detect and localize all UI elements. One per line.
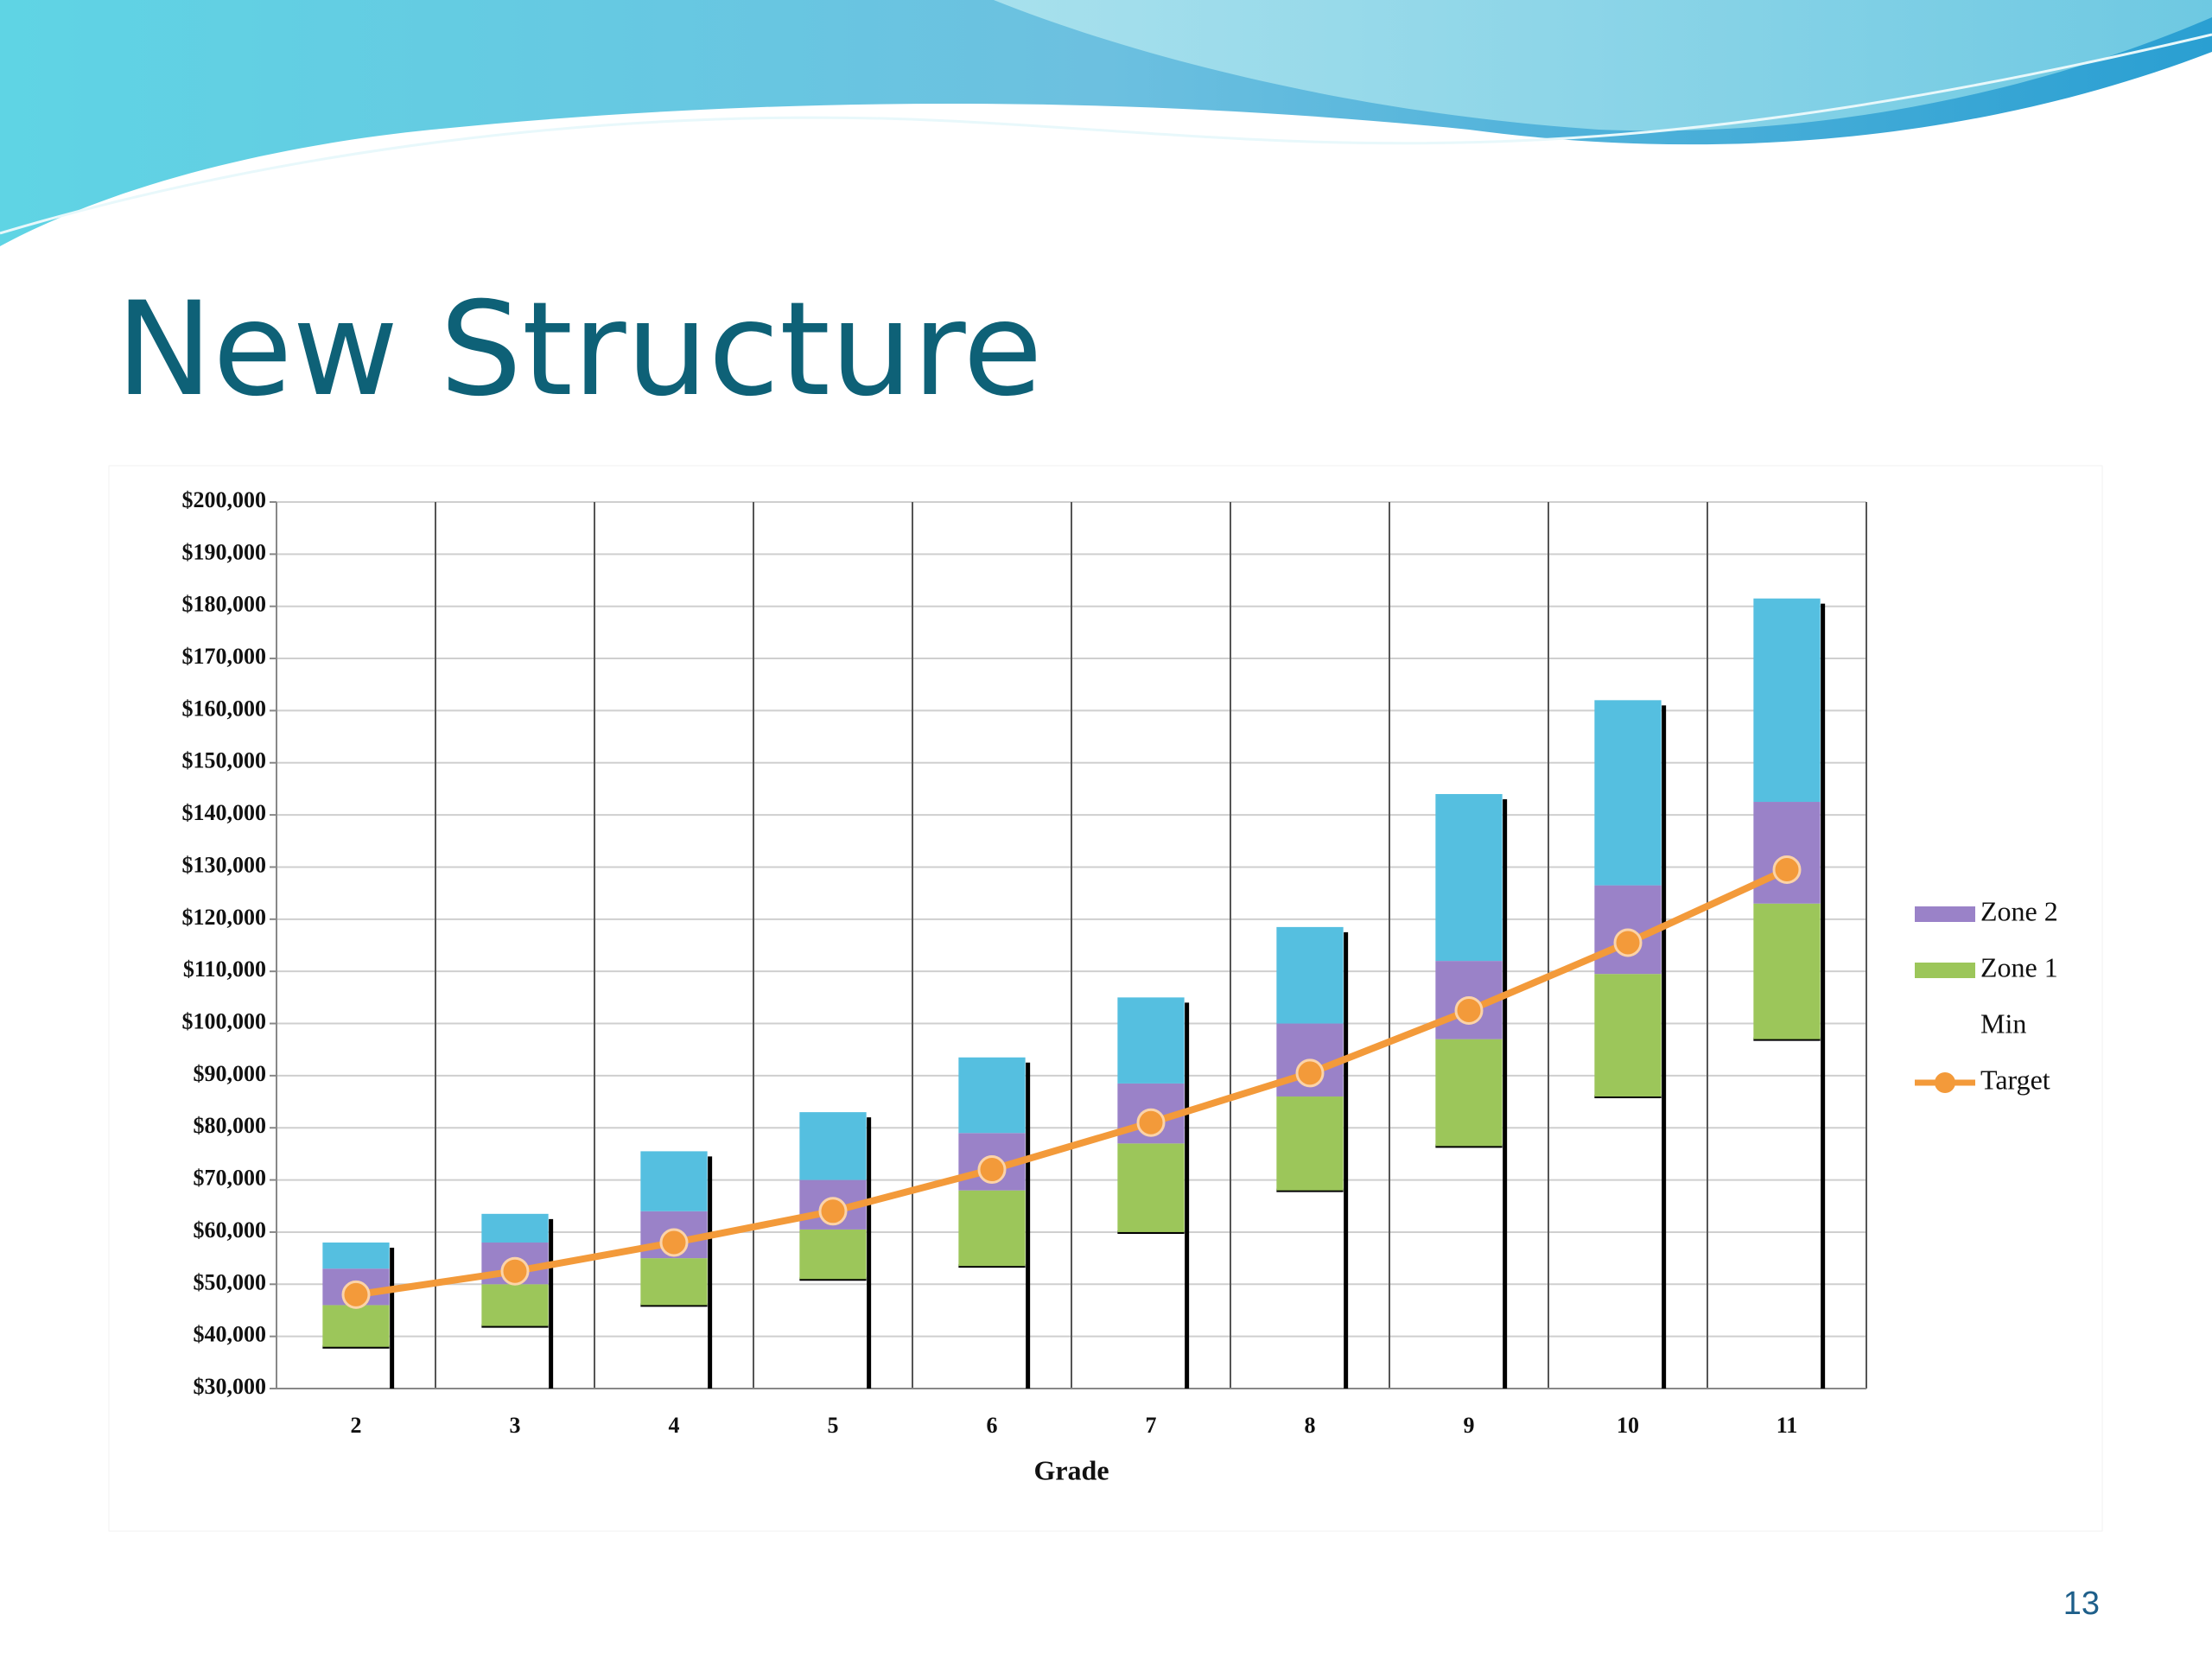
y-tick-label: $130,000: [182, 852, 267, 877]
target-marker: [1772, 855, 1802, 884]
legend-swatch: [1915, 963, 1975, 978]
y-tick-label: $30,000: [194, 1374, 267, 1399]
y-tick-label: $110,000: [183, 957, 266, 982]
bar-segment: [1594, 974, 1662, 1097]
bar-segment: [481, 1213, 549, 1243]
header-line: [0, 33, 2212, 235]
x-tick-label: 5: [828, 1413, 839, 1438]
bar-segment: [799, 1229, 867, 1280]
y-tick-label: $150,000: [182, 748, 267, 773]
y-tick-label: $170,000: [182, 644, 267, 669]
x-axis-label: Grade: [1033, 1454, 1109, 1485]
y-tick-label: $100,000: [182, 1008, 267, 1033]
x-tick-label: 10: [1617, 1413, 1639, 1438]
y-tick-label: $50,000: [194, 1269, 267, 1294]
y-tick-label: $180,000: [182, 592, 267, 617]
bar-segment: [958, 1057, 1026, 1134]
y-tick-label: $200,000: [182, 487, 267, 512]
bar-segment: [322, 1243, 390, 1269]
target-marker: [659, 1228, 689, 1257]
bar-segment: [322, 1305, 390, 1347]
x-tick-label: 6: [987, 1413, 998, 1438]
y-tick-label: $80,000: [194, 1113, 267, 1138]
legend-label: Zone 1: [1980, 951, 2058, 982]
bar-segment: [640, 1258, 708, 1306]
bar-segment: [1435, 793, 1503, 962]
legend-marker: [1935, 1072, 1955, 1093]
legend-label: Min: [1980, 1007, 2026, 1039]
target-marker: [818, 1197, 848, 1226]
y-tick-label: $40,000: [194, 1322, 267, 1347]
target-marker: [1613, 928, 1643, 957]
bar-segment: [1276, 926, 1344, 1024]
target-marker: [1295, 1058, 1325, 1088]
bar-segment: [1594, 700, 1662, 886]
target-marker: [1454, 995, 1484, 1025]
bar-segment: [958, 1190, 1026, 1267]
page-number: 13: [2063, 1586, 2100, 1622]
y-tick-label: $70,000: [194, 1166, 267, 1191]
y-tick-label: $60,000: [194, 1217, 267, 1243]
target-marker: [1136, 1108, 1166, 1137]
y-tick-label: $190,000: [182, 539, 267, 564]
y-tick-label: $120,000: [182, 905, 267, 930]
bar-segment: [799, 1112, 867, 1180]
legend-swatch: [1915, 906, 1975, 922]
bar-segment: [1435, 1039, 1503, 1147]
x-tick-label: 3: [510, 1413, 521, 1438]
bar-segment: [1753, 903, 1821, 1039]
x-tick-label: 8: [1305, 1413, 1316, 1438]
x-tick-label: 11: [1777, 1413, 1798, 1438]
legend-label: Target: [1980, 1064, 2050, 1095]
x-tick-label: 7: [1146, 1413, 1157, 1438]
target-marker: [977, 1155, 1007, 1185]
target-marker: [341, 1280, 371, 1309]
x-tick-label: 9: [1464, 1413, 1475, 1438]
y-tick-label: $140,000: [182, 800, 267, 825]
y-tick-label: $90,000: [194, 1061, 267, 1086]
bar-segment: [1276, 1096, 1344, 1191]
bar-segment: [640, 1151, 708, 1211]
y-tick-label: $160,000: [182, 696, 267, 721]
target-marker: [500, 1256, 530, 1286]
target-line: [355, 866, 1789, 1299]
x-tick-label: 2: [351, 1413, 362, 1438]
slide-title: New Structure: [116, 275, 1043, 425]
bar-segment: [1117, 997, 1185, 1084]
bar-segment: [1753, 802, 1821, 904]
bar-segment: [481, 1284, 549, 1326]
bar-segment: [1753, 598, 1821, 803]
bar-segment: [1117, 1143, 1185, 1232]
legend-label: Zone 2: [1980, 895, 2058, 926]
x-tick-label: 4: [669, 1413, 680, 1438]
